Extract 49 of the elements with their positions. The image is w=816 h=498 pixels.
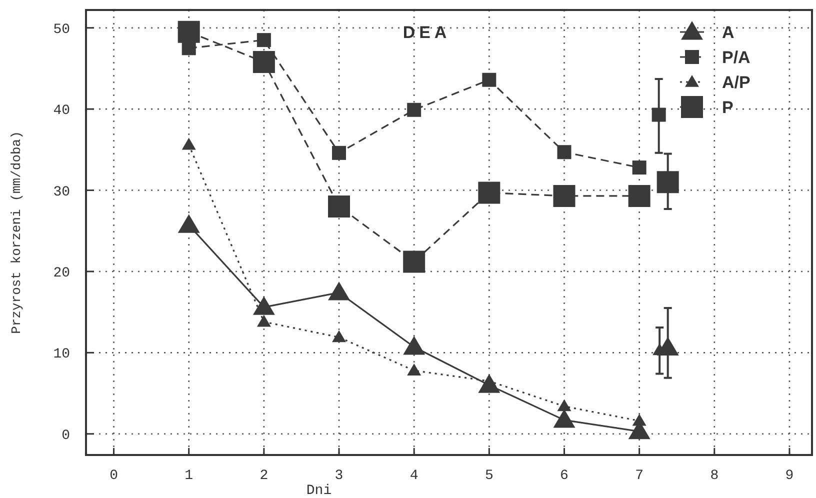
point	[407, 364, 422, 376]
point	[328, 282, 350, 300]
x-tick-label: 7	[635, 468, 644, 484]
x-tick-label: 8	[710, 468, 719, 484]
x-tick-label: 6	[560, 468, 568, 484]
y-tick-label: 30	[53, 184, 70, 200]
legend-label: A	[722, 23, 734, 42]
x-tick-label: 1	[184, 468, 194, 484]
point	[478, 182, 500, 204]
point	[256, 314, 271, 327]
point	[407, 102, 422, 117]
point	[656, 171, 679, 194]
point	[632, 160, 646, 175]
point	[182, 138, 196, 150]
point	[403, 336, 426, 355]
x-axis-title: Dni	[306, 483, 332, 498]
point	[553, 184, 576, 207]
x-tick-label: 0	[110, 468, 118, 484]
point	[557, 145, 572, 160]
x-tick-label: 2	[260, 468, 268, 484]
point	[632, 414, 646, 426]
point	[252, 50, 275, 73]
y-tick-label: 40	[53, 103, 70, 120]
point	[332, 330, 346, 342]
point	[256, 33, 271, 48]
point	[553, 409, 576, 428]
point	[328, 196, 350, 218]
x-tick-label: 4	[410, 468, 418, 484]
x-tick-label: 5	[484, 468, 494, 484]
point	[403, 250, 426, 273]
y-tick-label: 10	[53, 346, 70, 363]
point	[178, 214, 200, 233]
y-tick-label: 20	[53, 265, 70, 282]
y-axis-title: Przyrost korzeni (mm/doba)	[9, 131, 24, 334]
legend-label: P	[722, 98, 734, 117]
point	[557, 399, 572, 412]
point	[252, 296, 275, 315]
point	[482, 72, 496, 87]
point	[652, 108, 666, 122]
legend-label: P/A	[722, 48, 750, 67]
point	[178, 20, 200, 43]
y-tick-label: 0	[62, 428, 70, 444]
x-tick-label: 3	[334, 468, 344, 484]
x-tick-label: 9	[785, 468, 794, 484]
point	[628, 184, 650, 207]
text: DEA	[402, 23, 451, 42]
point	[332, 146, 346, 160]
legend-label: A/P	[722, 73, 750, 92]
y-tick-label: 50	[53, 22, 70, 38]
